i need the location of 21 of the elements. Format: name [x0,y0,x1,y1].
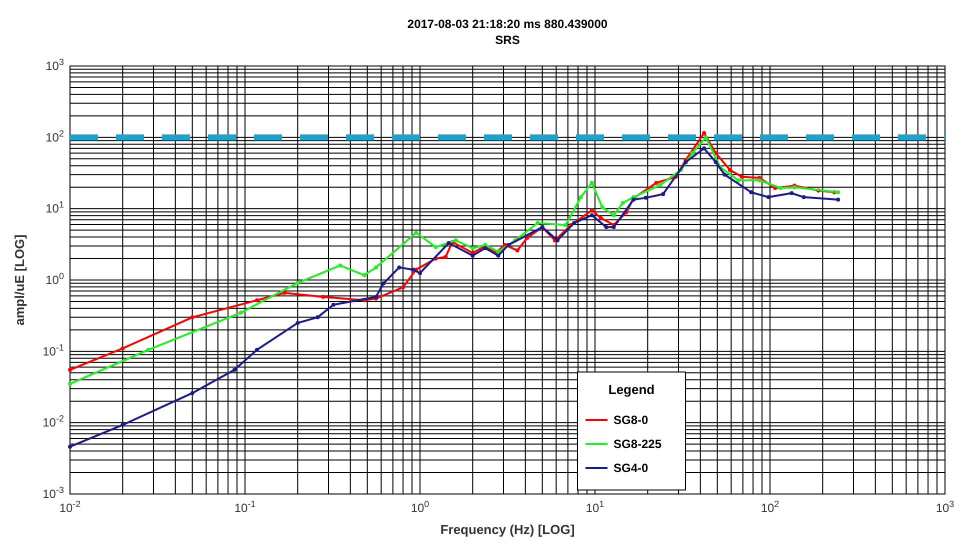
y-tick-label: 10$^{1}$ [46,200,64,216]
legend-label: SG8-225 [614,437,662,451]
x-axis-title: Frequency (Hz) [LOG] [440,522,575,537]
chart-title: 2017-08-03 21:18:20 ms 880.439000 [407,17,608,31]
y-axis-title: ampl/uE [LOG] [12,234,27,326]
y-tick-label: 10$^{-3}$ [42,485,64,501]
legend-label: SG4-0 [614,461,649,475]
y-tick-label: 10$^{0}$ [46,271,64,287]
y-tick-label: 10$^{-1}$ [42,342,64,358]
x-tick-label: 10$^{0}$ [410,499,430,515]
x-tick-label: 10$^{3}$ [936,499,954,515]
legend-label: SG8-0 [614,413,649,427]
x-tick-label: 10$^{-2}$ [59,499,81,515]
x-tick-label: 10$^{2}$ [760,499,780,515]
x-tick-label: 10$^{-1}$ [234,499,256,515]
chart-subtitle: SRS [495,33,520,47]
y-tick-label: 10$^{2}$ [46,128,64,144]
legend-title: Legend [608,382,655,397]
y-tick-label: 10$^{-2}$ [42,414,64,430]
x-tick-label: 10$^{1}$ [586,499,604,515]
y-tick-label: 10$^{3}$ [46,57,64,73]
